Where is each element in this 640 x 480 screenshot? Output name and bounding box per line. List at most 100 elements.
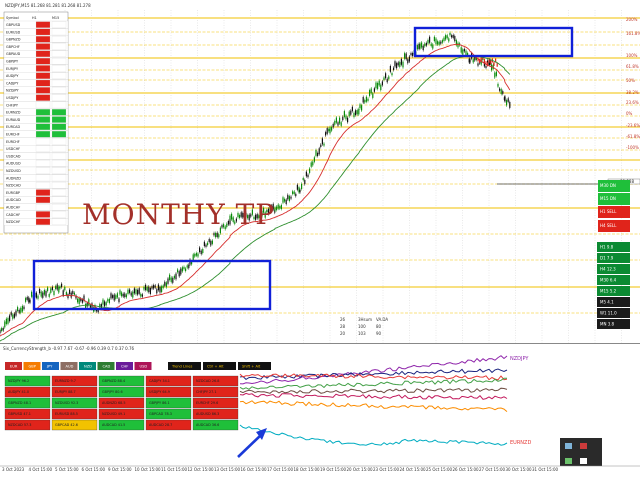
grid-cell[interactable] (51, 397, 98, 409)
currency-button[interactable] (60, 362, 78, 370)
grid-cell[interactable] (145, 397, 192, 409)
currency-button-label: EUR (10, 365, 18, 369)
currency-button[interactable] (5, 362, 22, 370)
grid-cell-text: NZDCAD 26.8 (196, 379, 219, 383)
time-label: 10 Oct 15:00 (135, 467, 162, 472)
grid-cell-text: AUDCAD 41.5 (102, 423, 125, 427)
grid-cell[interactable] (192, 408, 239, 420)
grid-cell-text: CADJPY 34.1 (149, 379, 170, 383)
grid-cell[interactable] (98, 419, 145, 431)
mode-button-label: Ctrl + Alt (207, 365, 224, 369)
mode-button[interactable] (203, 362, 236, 370)
highlight-box-low-range[interactable] (32, 259, 272, 311)
table-row-symbol[interactable]: EURGBP (6, 191, 20, 195)
svg-text:VA.DA: VA.DA (376, 317, 388, 322)
table-row-symbol[interactable]: GBPUSD (6, 23, 21, 27)
grid-cell[interactable] (98, 397, 145, 409)
grid-cell[interactable] (192, 419, 239, 431)
table-row-symbol[interactable]: EURJPY (6, 67, 19, 71)
grid-cell[interactable] (145, 375, 192, 387)
grid-cell-text: GBPUSD 47.1 (8, 412, 31, 416)
grid-cell[interactable] (98, 408, 145, 420)
price-candles (0, 31, 511, 335)
table-row-symbol[interactable]: GBPJPY (6, 60, 19, 64)
grid-cell-text: GBPCAD 42.6 (55, 423, 78, 427)
grid-cell-text: GBPNZD 48.1 (8, 401, 31, 405)
series-label-eurnzd: EURNZD (510, 440, 531, 446)
table-header: Symbol (6, 16, 19, 20)
grid-cell[interactable] (145, 408, 192, 420)
currency-button[interactable] (116, 362, 133, 370)
table-row-symbol[interactable]: USDCHF (6, 147, 20, 151)
grid-cell[interactable] (4, 375, 51, 387)
grid-cell[interactable] (98, 386, 145, 398)
table-row-symbol[interactable]: GBPAUD (6, 52, 21, 56)
table-row-symbol[interactable]: AUDCHF (6, 206, 20, 210)
table-row-symbol[interactable]: GBPNZD (6, 38, 21, 42)
chart-icon[interactable] (565, 458, 572, 464)
table-row-symbol[interactable]: USDCAD (6, 154, 21, 158)
table-row-symbol[interactable]: GBPCHF (6, 45, 20, 49)
grid-cell[interactable] (192, 375, 239, 387)
highlight-box-top-range[interactable] (413, 26, 574, 58)
grid-cell[interactable] (51, 375, 98, 387)
mode-button[interactable] (238, 362, 271, 370)
currency-button[interactable] (42, 362, 59, 370)
table-row-symbol[interactable]: EURAUD (6, 118, 21, 122)
currency-button-label: GBP (29, 365, 37, 369)
time-label: 4 Oct 15:00 (29, 467, 53, 472)
indicator-header: Six_CurrencyStrength_b -0.97 7.67 -0.67 … (3, 346, 135, 351)
grid-cell-text: EURUSD 88.5 (55, 412, 78, 416)
mode-button-label: Trend Lines (171, 365, 192, 369)
grid-cell[interactable] (51, 408, 98, 420)
table-row-symbol[interactable]: EURCAD (6, 125, 20, 129)
grid-cell-text: GBPCAD 78.3 (149, 412, 172, 416)
currency-button[interactable] (23, 362, 41, 370)
table-row-symbol[interactable]: CADJPY (6, 81, 19, 85)
table-row-symbol[interactable]: EURUSD (6, 30, 21, 34)
mode-button[interactable] (168, 362, 201, 370)
table-row-symbol[interactable]: EURCHF (6, 140, 20, 144)
table-row-symbol[interactable]: EURCHF (6, 133, 20, 137)
settings-icon[interactable] (580, 458, 587, 464)
table-row-symbol[interactable]: NZDCAD (6, 184, 21, 188)
table-row-symbol[interactable]: CHFJPY (6, 103, 19, 107)
series-label-nzdjpy: NZDJPY (510, 356, 529, 362)
grid-cell[interactable] (145, 419, 192, 431)
grid-cell[interactable] (4, 408, 51, 420)
info-line: MN 3.8 (600, 322, 615, 327)
table-row-symbol[interactable]: AUDJPY (6, 74, 19, 78)
time-label: 20 Oct 15:00 (347, 467, 374, 472)
grid-cell[interactable] (51, 386, 98, 398)
grid-cell-text: AUDCAD 28.7 (149, 423, 172, 427)
time-label: 12 Oct 15:00 (188, 467, 215, 472)
grid-cell-text: AUDUSD 86.3 (196, 412, 219, 416)
signal-box (598, 206, 630, 218)
table-row-symbol[interactable]: USDJPY (6, 96, 19, 100)
table-row-symbol[interactable]: NZDUSD (6, 169, 21, 173)
grid-cell[interactable] (192, 397, 239, 409)
table-row-symbol[interactable]: EURNZD (6, 111, 21, 115)
table-row-symbol[interactable]: NZDJPY (6, 89, 19, 93)
currency-button[interactable] (134, 362, 152, 370)
table-row-symbol[interactable]: NZDCHF (6, 220, 20, 224)
currency-button[interactable] (79, 362, 96, 370)
grid-cell[interactable] (4, 419, 51, 431)
info-line: M5 4.1 (600, 300, 614, 305)
grid-cell[interactable] (4, 386, 51, 398)
window-icon[interactable] (565, 443, 572, 449)
grid-cell[interactable] (98, 375, 145, 387)
grid-cell[interactable] (4, 397, 51, 409)
table-row-symbol[interactable]: AUDNZD (6, 176, 21, 180)
table-row-symbol[interactable]: AUDCAD (6, 198, 21, 202)
grid-cell[interactable] (145, 386, 192, 398)
currency-button[interactable] (97, 362, 115, 370)
grid-cell[interactable] (192, 386, 239, 398)
table-row-symbol[interactable]: AUDUSD (6, 162, 21, 166)
time-axis: 3 Oct 2023 4 Oct 15:00 5 Oct 15:00 6 Oct 15… (2, 467, 559, 472)
currency-grid: NZDJPY 96.2 EURNZD 9.7 GBPNZD 88.4 CADJPY 3… (4, 375, 239, 431)
grid-cell[interactable] (51, 419, 98, 431)
close-icon[interactable] (580, 443, 587, 449)
table-row-symbol[interactable]: CADCHF (6, 213, 20, 217)
fibonacci-levels (0, 17, 640, 314)
